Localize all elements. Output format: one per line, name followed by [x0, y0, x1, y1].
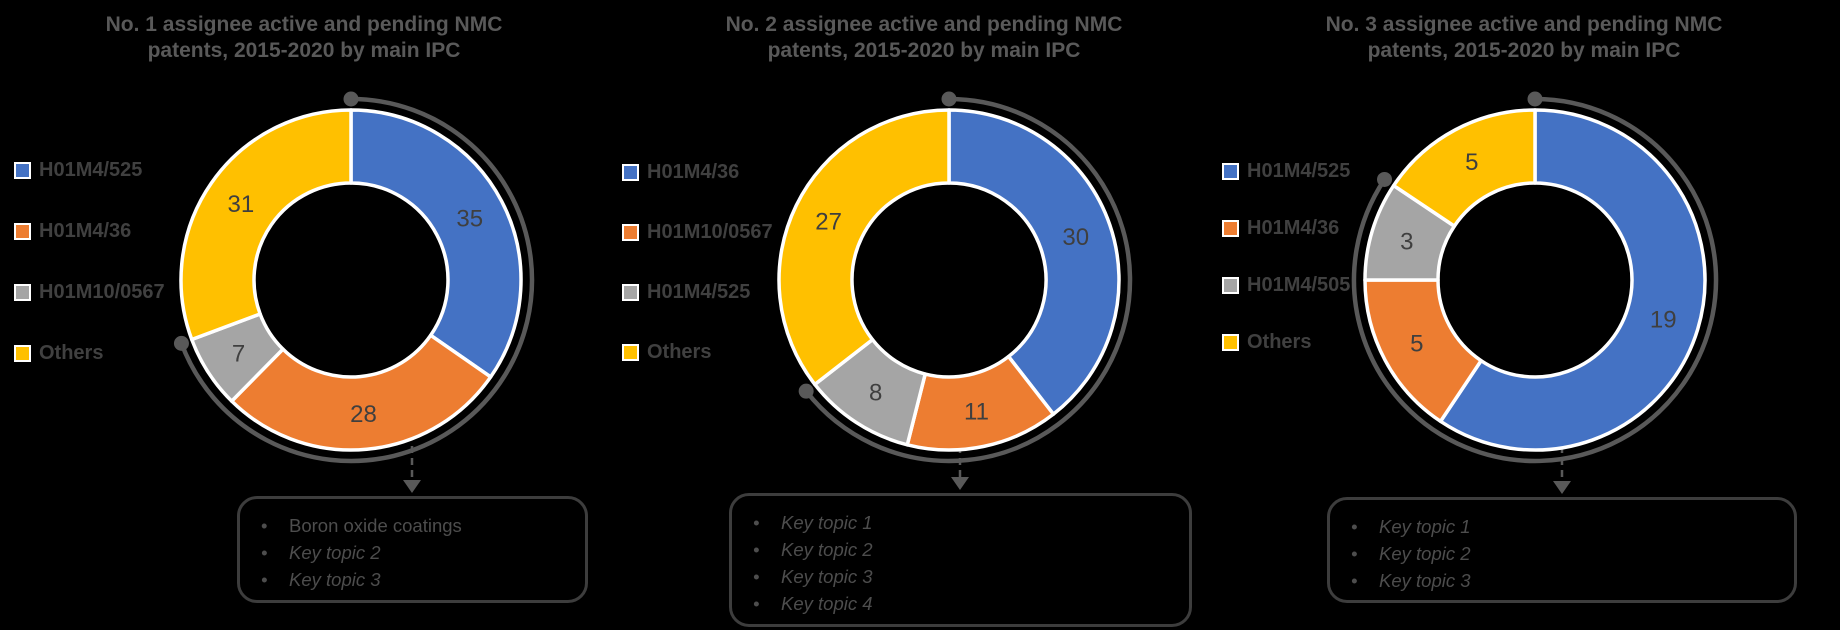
key-topic-item: Key topic 2: [732, 536, 1181, 563]
legend-label: H01M10/0567: [39, 280, 165, 303]
chart-title-2: No. 2 assignee active and pending NMC pa…: [680, 12, 1168, 64]
legend-item: H01M10/0567: [14, 281, 165, 303]
key-topics-box-3: Key topic 1Key topic 2Key topic 3: [1327, 497, 1797, 603]
legend-color-swatch-icon: [1222, 276, 1239, 294]
key-topic-item: Key topic 4: [732, 590, 1181, 617]
legend-label: H01M10/0567: [647, 220, 773, 243]
legend-color-swatch-icon: [622, 223, 639, 241]
donut-chart-1: 35 28 7 31: [173, 91, 535, 493]
donut-segment-h01m4-36: [229, 333, 493, 452]
key-topic-item: Key topic 1: [732, 509, 1181, 536]
highlight-arc: [804, 96, 1133, 464]
chart-title-3: No. 3 assignee active and pending NMC pa…: [1276, 12, 1772, 64]
segment-value-label: 11: [964, 399, 989, 426]
legend-color-swatch-icon: [14, 283, 31, 301]
key-topics-box-1: Boron oxide coatingsKey topic 2Key topic…: [237, 496, 588, 603]
legend-item: H01M10/0567: [622, 221, 773, 243]
connector-arrowhead-icon: [1553, 481, 1571, 494]
legend-color-swatch-icon: [1222, 162, 1239, 180]
segment-value-label: 19: [1650, 306, 1677, 333]
key-topics-list: Key topic 1Key topic 2Key topic 3: [1330, 500, 1794, 594]
connector-arrowhead-icon: [403, 480, 421, 493]
legend-color-swatch-icon: [622, 343, 639, 361]
key-topic-item: Boron oxide coatings: [240, 512, 577, 539]
legend-item: H01M4/525: [1222, 160, 1350, 182]
legend-label: H01M4/525: [39, 158, 143, 181]
legend-color-swatch-icon: [14, 222, 31, 240]
legend-label: H01M4/505: [1247, 273, 1351, 296]
donut-segment-others: [179, 108, 353, 342]
arc-start-dot: [1527, 91, 1543, 107]
chart-title-1: No. 1 assignee active and pending NMC pa…: [58, 12, 550, 64]
donut-segment-h01m4-525: [1438, 108, 1707, 452]
legend-color-swatch-icon: [14, 344, 31, 362]
arc-start-dot: [941, 91, 957, 107]
segment-value-label: 30: [1062, 224, 1089, 251]
segment-value-label: 3: [1400, 229, 1413, 256]
chart-title-line-1: No. 1 assignee active and pending NMC: [105, 13, 503, 36]
segment-value-label: 31: [228, 191, 255, 218]
legend-item: H01M4/525: [14, 159, 142, 181]
legend-item: H01M4/36: [1222, 217, 1339, 239]
donut-chart-2: 30 11 8 27: [777, 91, 1133, 490]
segment-value-label: 5: [1465, 149, 1478, 176]
legend-label: H01M4/36: [647, 160, 740, 183]
legend-item: Others: [14, 342, 103, 364]
key-topics-list: Key topic 1Key topic 2Key topic 3Key top…: [732, 496, 1189, 617]
legend-item: Others: [622, 341, 711, 363]
legend-label: Others: [1247, 330, 1312, 353]
key-topic-item: Key topic 1: [1330, 513, 1786, 540]
legend-item: H01M4/505: [1222, 274, 1350, 296]
legend-item: H01M4/36: [14, 220, 131, 242]
legend-item: Others: [1222, 331, 1311, 353]
legend-label: Others: [647, 340, 712, 363]
donut-chart-3: 19 5 3 5: [1351, 91, 1719, 494]
segment-value-label: 27: [815, 209, 842, 236]
key-topic-item: Key topic 3: [240, 566, 577, 593]
arc-start-dot: [343, 91, 359, 107]
key-topic-item: Key topic 2: [1330, 540, 1786, 567]
legend-color-swatch-icon: [622, 283, 639, 301]
legend-label: H01M4/36: [1247, 216, 1340, 239]
key-topics-box-2: Key topic 1Key topic 2Key topic 3Key top…: [729, 493, 1192, 627]
chart-title-line-2: patents, 2015-2020 by main IPC: [1367, 39, 1681, 62]
key-topic-item: Key topic 2: [240, 539, 577, 566]
legend-label: H01M4/525: [647, 280, 751, 303]
key-topic-item: Key topic 3: [732, 563, 1181, 590]
legend-color-swatch-icon: [1222, 219, 1239, 237]
legend-color-swatch-icon: [14, 161, 31, 179]
segment-value-label: 5: [1410, 331, 1423, 358]
arc-end-dot: [798, 383, 814, 399]
chart-title-line-1: No. 2 assignee active and pending NMC: [725, 13, 1123, 36]
chart-title-line-1: No. 3 assignee active and pending NMC: [1325, 13, 1723, 36]
legend-label: H01M4/525: [1247, 159, 1351, 182]
legend-item: H01M4/36: [622, 161, 739, 183]
segment-value-label: 8: [869, 380, 882, 407]
donut-segment-h01m4-36: [947, 108, 1121, 416]
segment-value-label: 35: [456, 205, 483, 232]
legend-label: Others: [39, 341, 104, 364]
arc-end-dot: [173, 335, 189, 351]
chart-title-line-2: patents, 2015-2020 by main IPC: [147, 39, 461, 62]
connector-arrowhead-icon: [951, 477, 969, 490]
donut-segment-others: [1391, 108, 1537, 228]
key-topics-list: Boron oxide coatingsKey topic 2Key topic…: [240, 499, 585, 593]
legend-color-swatch-icon: [622, 163, 639, 181]
key-topic-item: Key topic 3: [1330, 567, 1786, 594]
legend-item: H01M4/525: [622, 281, 750, 303]
segment-value-label: 7: [232, 340, 245, 367]
segment-value-label: 28: [350, 401, 377, 428]
arc-end-dot: [1377, 171, 1393, 187]
chart-title-line-2: patents, 2015-2020 by main IPC: [767, 39, 1081, 62]
donut-segment-others: [777, 108, 951, 387]
legend-color-swatch-icon: [1222, 333, 1239, 351]
highlight-arc: [179, 96, 535, 464]
highlight-arc: [1351, 96, 1719, 464]
legend-label: H01M4/36: [39, 219, 132, 242]
donut-segment-h01m4-525: [349, 108, 523, 379]
